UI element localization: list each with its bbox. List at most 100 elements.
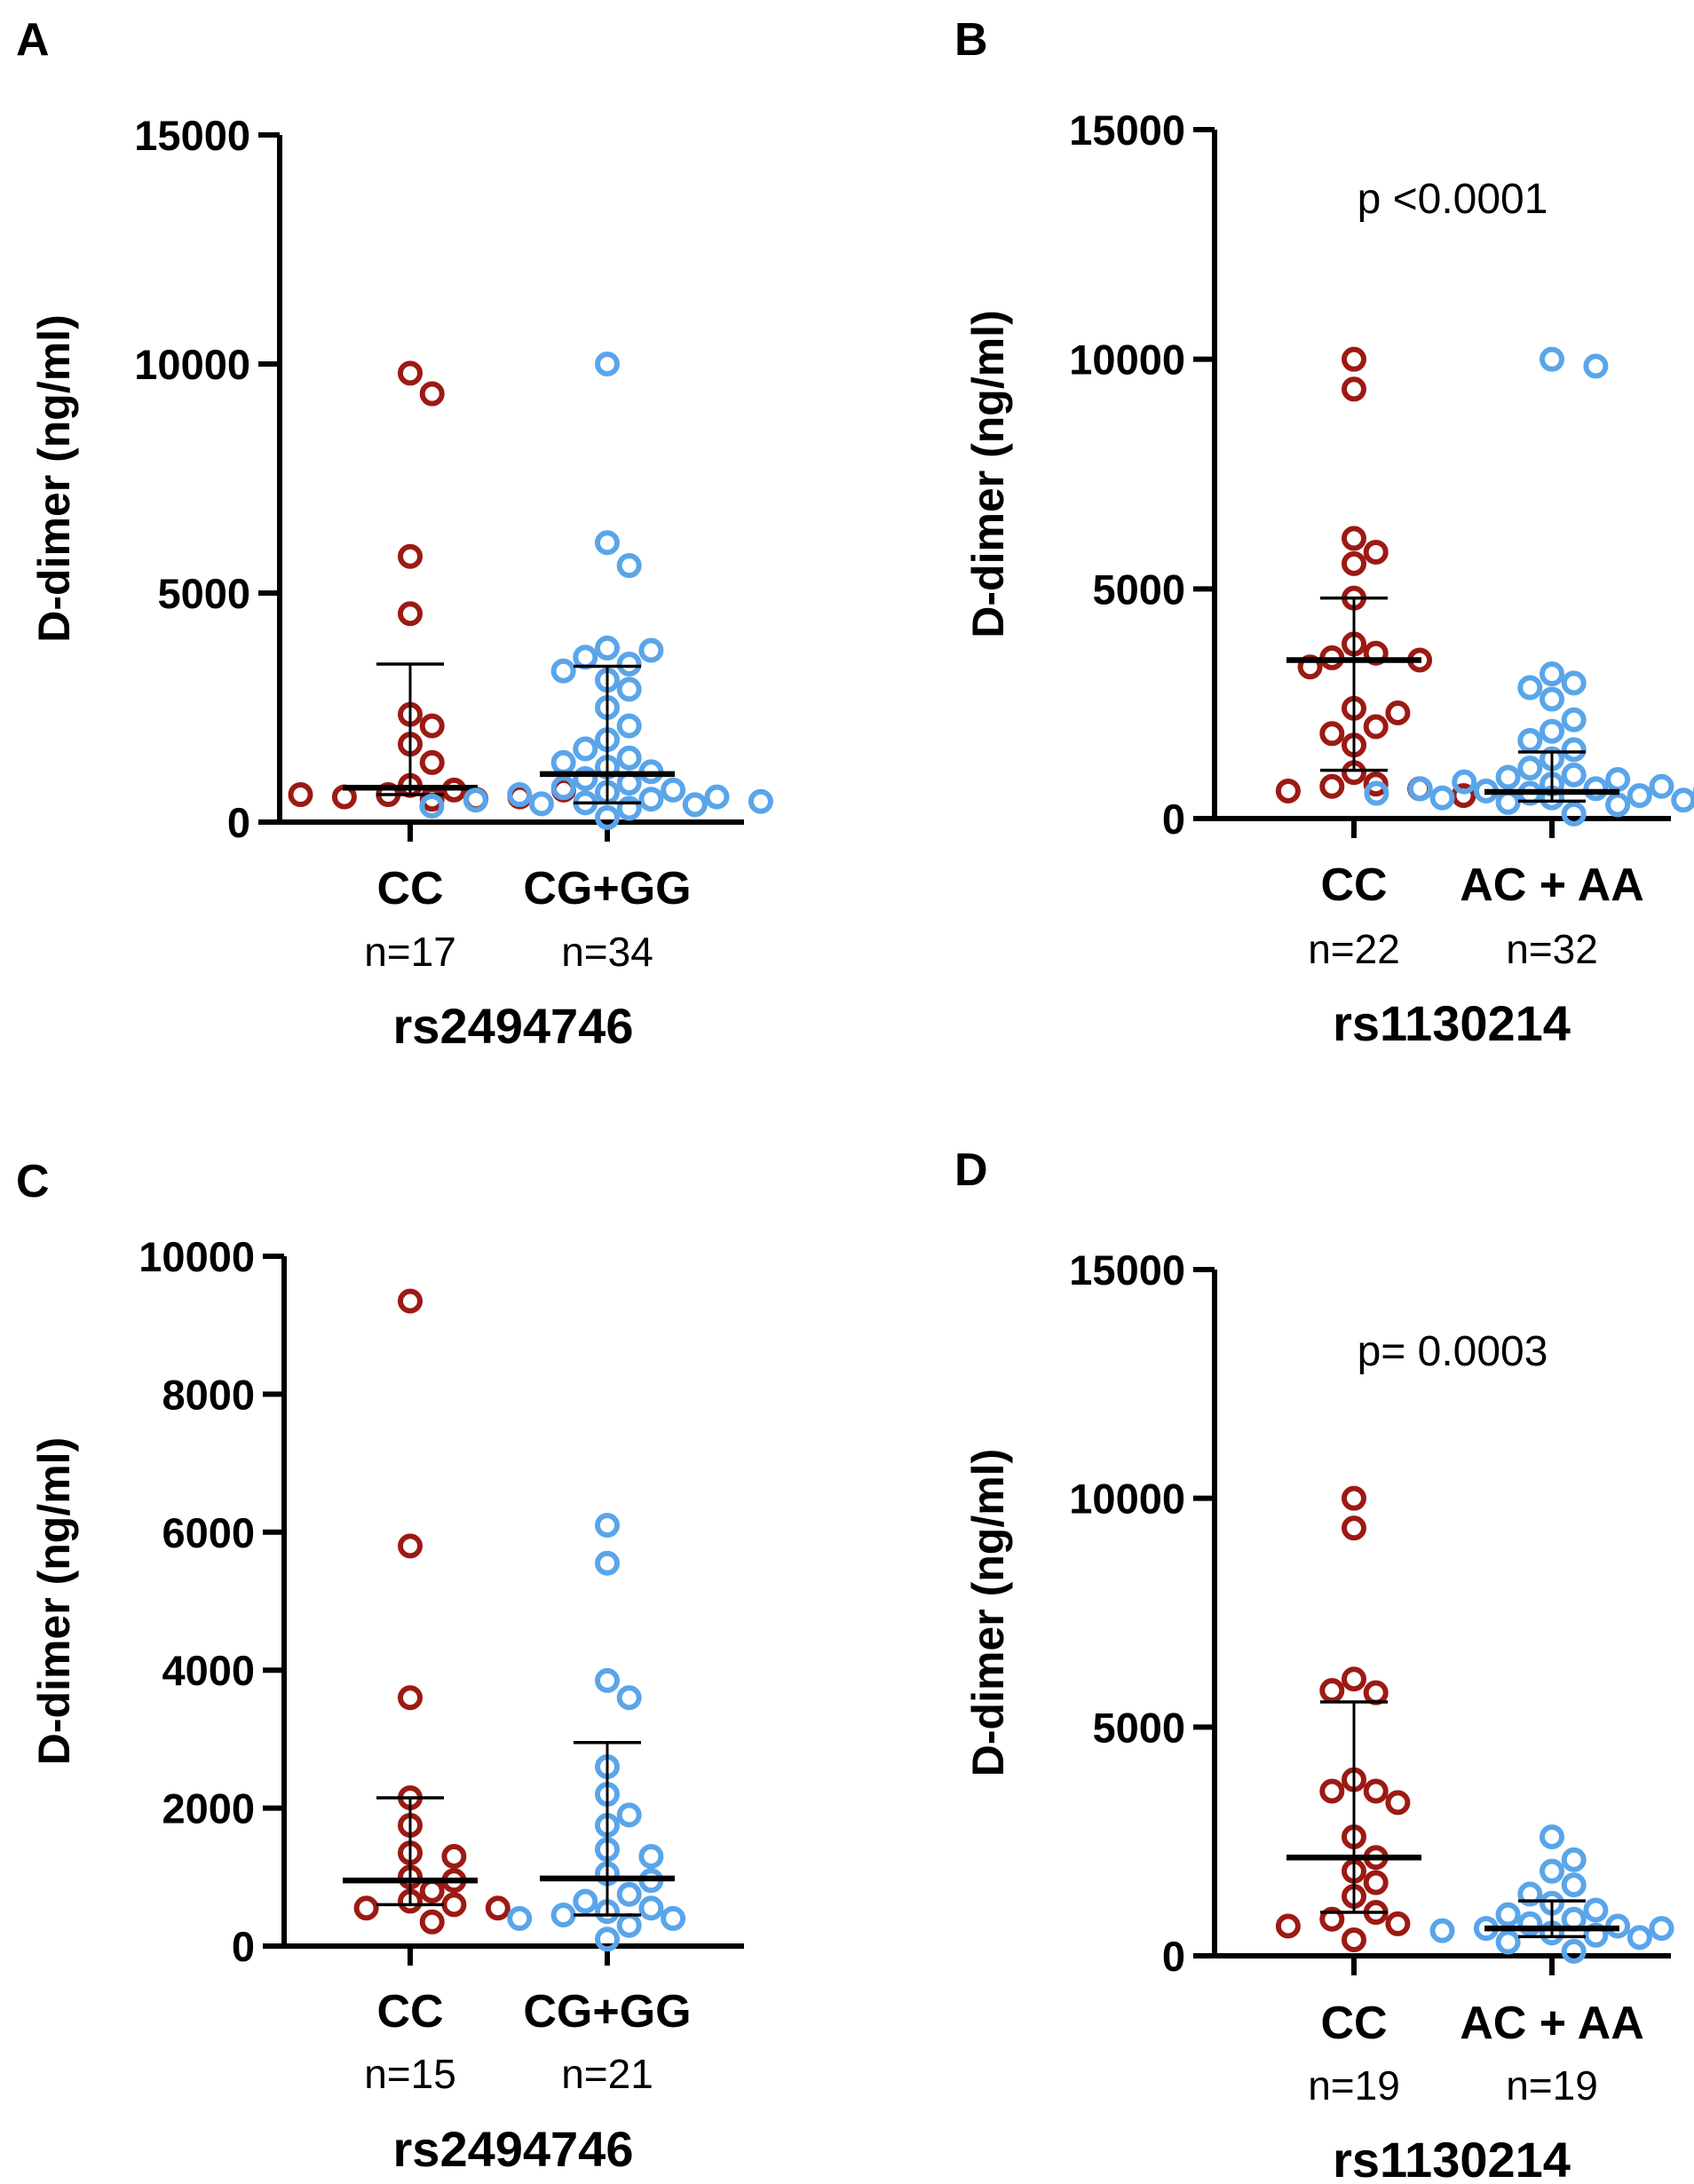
y-tick-label: 10000 [134, 341, 250, 388]
data-point [595, 530, 620, 556]
data-point [419, 1878, 445, 1903]
data-point [573, 645, 598, 670]
y-tick-label: 5000 [157, 570, 250, 617]
data-point [1517, 1881, 1543, 1907]
data-point [1429, 785, 1455, 811]
data-point [573, 765, 598, 791]
category-label: CC [1320, 859, 1387, 911]
data-point [704, 784, 730, 810]
data-point [682, 792, 708, 818]
data-point [1540, 1858, 1564, 1884]
data-point [398, 1533, 423, 1559]
data-point [616, 1802, 642, 1828]
data-point [1649, 1916, 1674, 1942]
data-point [616, 795, 642, 821]
data-point [748, 788, 773, 814]
panel-label: B [954, 14, 988, 66]
data-point [1605, 792, 1631, 818]
data-point [595, 1550, 620, 1576]
data-point [638, 1843, 664, 1869]
data-point [1495, 789, 1521, 815]
data-point [1364, 780, 1389, 806]
data-point [1342, 550, 1366, 576]
group-0: CC n=22 [1275, 346, 1476, 972]
y-axis-label: D-dimer (ng/ml) [29, 1437, 79, 1765]
data-point [1517, 1911, 1543, 1936]
data-point [1583, 776, 1609, 802]
data-point [550, 749, 576, 775]
data-point [398, 543, 423, 569]
p-value-annotation: p= 0.0003 [1358, 1328, 1548, 1375]
data-point [1319, 773, 1345, 799]
y-tick-label: 6000 [162, 1509, 255, 1556]
y-tick-label: 15000 [1069, 107, 1185, 154]
data-point [1495, 764, 1521, 790]
data-point [1517, 728, 1543, 754]
data-point [616, 651, 642, 677]
data-point [1363, 539, 1389, 565]
category-label: CG+GG [523, 1986, 691, 2038]
data-point [595, 352, 620, 376]
snp-label: rs2494746 [393, 998, 634, 1054]
snp-label: rs1130214 [1333, 995, 1571, 1051]
group-0: CC n=15 [343, 1288, 511, 2097]
y-tick-label: 2000 [162, 1785, 255, 1832]
category-label: CC [376, 863, 443, 914]
data-point [638, 637, 664, 663]
data-point [1342, 1515, 1366, 1541]
group-0: CC n=17 [288, 360, 576, 975]
data-point [595, 1513, 620, 1539]
data-point [528, 791, 554, 817]
sample-size-label: n=32 [1506, 926, 1598, 972]
panel-label: C [16, 1156, 50, 1207]
p-value-annotation: p <0.0001 [1358, 176, 1548, 223]
data-point [1627, 1925, 1652, 1951]
data-point [1342, 1666, 1366, 1692]
y-tick-label: 5000 [1092, 1704, 1185, 1751]
data-point [595, 635, 620, 661]
y-tick-label: 5000 [1092, 566, 1185, 613]
category-label: AC + AA [1460, 1998, 1644, 2049]
data-point [1342, 1485, 1366, 1511]
panel-label: A [16, 14, 50, 66]
data-point [1385, 700, 1411, 726]
sample-size-label: n=21 [561, 2051, 653, 2097]
panel-d: D 15000 10000 5000 0 D-dimer (ng/ml) p= 0.0003… [954, 1144, 1674, 2184]
data-point [1275, 778, 1301, 803]
data-point [1363, 772, 1389, 797]
category-label: AC + AA [1460, 859, 1644, 911]
data-point [1275, 1913, 1301, 1939]
panel-label: D [954, 1144, 988, 1196]
data-point [1363, 1870, 1389, 1895]
sample-size-label: n=34 [561, 929, 653, 975]
data-point [1407, 776, 1433, 802]
data-point [638, 787, 664, 812]
data-point [1363, 714, 1389, 740]
data-point [1605, 767, 1631, 793]
category-label: CC [376, 1986, 443, 2038]
data-point [1385, 1790, 1411, 1816]
data-point [573, 736, 598, 762]
group-1: AC + AA n=19 [1429, 1824, 1674, 2109]
data-point [638, 1895, 664, 1921]
data-point [1319, 1906, 1345, 1932]
data-point [616, 1912, 642, 1938]
y-axis-label: D-dimer (ng/ml) [29, 314, 79, 642]
data-point [595, 1927, 620, 1952]
y-tick-label: 4000 [162, 1647, 255, 1694]
data-point [1583, 1897, 1609, 1923]
data-point [1495, 1902, 1521, 1927]
data-point [1540, 661, 1564, 687]
data-point [1342, 346, 1366, 372]
data-point [463, 787, 488, 813]
y-tick-label: 10000 [1069, 336, 1185, 384]
data-point [1540, 1824, 1564, 1850]
category-label: CC [1320, 1998, 1387, 2049]
y-tick-label: 15000 [134, 112, 250, 159]
sample-size-label: n=19 [1308, 2062, 1400, 2109]
y-axis-label: D-dimer (ng/ml) [963, 310, 1013, 637]
data-point [1627, 783, 1652, 809]
data-point [595, 804, 620, 830]
